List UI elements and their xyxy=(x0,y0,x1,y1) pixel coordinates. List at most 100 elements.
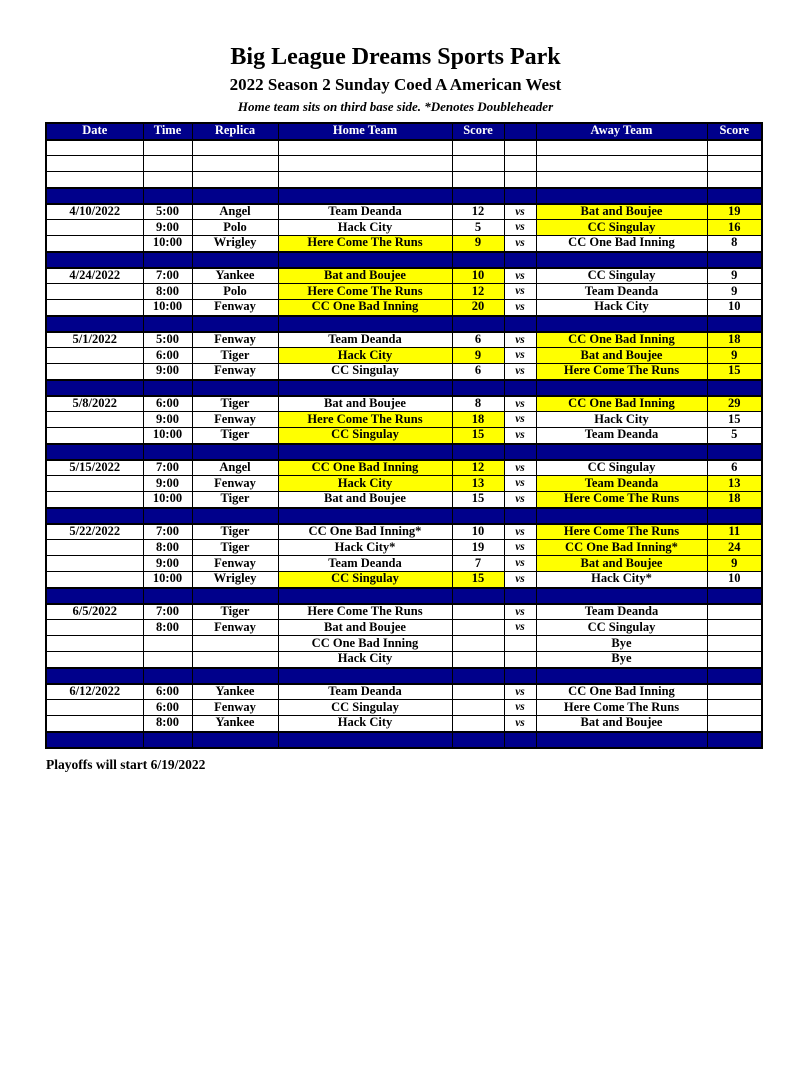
vs-cell: vs xyxy=(503,427,537,445)
separator-cell xyxy=(191,186,279,205)
time-cell: 6:00 xyxy=(142,699,193,717)
game-row: 9:00 Fenway Here Come The Runs 18 vs Hack Cit… xyxy=(45,411,763,429)
separator-cell xyxy=(451,666,505,685)
date-cell xyxy=(45,619,144,637)
date-cell: 4/24/2022 xyxy=(45,267,144,285)
vs-cell: vs xyxy=(503,603,537,621)
time-cell: 10:00 xyxy=(142,299,193,317)
time-cell: 9:00 xyxy=(142,219,193,237)
replica-cell: Fenway xyxy=(191,619,279,637)
replica-cell xyxy=(191,635,279,653)
home-score-cell: 8 xyxy=(451,395,505,413)
separator-cell xyxy=(142,666,193,685)
home-score-cell: 12 xyxy=(451,203,505,221)
schedule-table: Date Time Replica Home Team Score Away T… xyxy=(45,121,763,749)
separator-cell xyxy=(535,730,708,749)
separator-cell xyxy=(535,586,708,605)
blank-cell xyxy=(191,155,279,173)
col-header-date: Date xyxy=(45,122,144,141)
separator-row xyxy=(45,586,763,605)
vs-cell: vs xyxy=(503,219,537,237)
vs-cell: vs xyxy=(503,411,537,429)
replica-cell: Tiger xyxy=(191,395,279,413)
vs-cell: vs xyxy=(503,491,537,509)
replica-cell: Tiger xyxy=(191,491,279,509)
home-team-cell: CC One Bad Inning xyxy=(277,299,453,317)
blank-cell xyxy=(503,139,537,157)
home-score-cell: 10 xyxy=(451,267,505,285)
col-header-away-score: Score xyxy=(706,122,763,141)
away-score-cell xyxy=(706,683,763,701)
home-score-cell: 10 xyxy=(451,523,505,541)
away-team-cell: Team Deanda xyxy=(535,427,708,445)
separator-cell xyxy=(503,506,537,525)
separator-cell xyxy=(503,442,537,461)
away-team-cell: CC One Bad Inning xyxy=(535,331,708,349)
blank-cell xyxy=(535,155,708,173)
game-row: CC One Bad Inning Bye xyxy=(45,635,763,653)
separator-cell xyxy=(451,586,505,605)
time-cell: 10:00 xyxy=(142,491,193,509)
separator-cell xyxy=(535,378,708,397)
away-team-cell: Team Deanda xyxy=(535,603,708,621)
home-team-cell: CC Singulay xyxy=(277,363,453,381)
away-score-cell: 29 xyxy=(706,395,763,413)
home-score-cell: 18 xyxy=(451,411,505,429)
away-score-cell: 15 xyxy=(706,411,763,429)
home-team-cell: Team Deanda xyxy=(277,203,453,221)
date-cell xyxy=(45,475,144,493)
separator-cell xyxy=(191,378,279,397)
separator-cell xyxy=(277,506,453,525)
separator-cell xyxy=(451,314,505,333)
blank-cell xyxy=(142,155,193,173)
separator-cell xyxy=(277,250,453,269)
replica-cell: Tiger xyxy=(191,523,279,541)
col-header-replica: Replica xyxy=(191,122,279,141)
date-cell xyxy=(45,299,144,317)
vs-cell xyxy=(503,651,537,669)
time-cell: 5:00 xyxy=(142,203,193,221)
away-team-cell: CC One Bad Inning xyxy=(535,683,708,701)
home-team-cell: Here Come The Runs xyxy=(277,283,453,301)
home-score-cell xyxy=(451,715,505,733)
replica-cell: Wrigley xyxy=(191,235,279,253)
vs-cell: vs xyxy=(503,347,537,365)
home-team-cell: Hack City xyxy=(277,715,453,733)
away-score-cell xyxy=(706,619,763,637)
date-cell xyxy=(45,651,144,669)
replica-cell xyxy=(191,651,279,669)
home-score-cell: 12 xyxy=(451,459,505,477)
vs-cell: vs xyxy=(503,555,537,573)
col-header-home-score: Score xyxy=(451,122,505,141)
game-row: 5/22/2022 7:00 Tiger CC One Bad Inning* 10 vs… xyxy=(45,523,763,541)
separator-cell xyxy=(191,442,279,461)
replica-cell: Angel xyxy=(191,203,279,221)
schedule-body: 4/10/2022 5:00 Angel Team Deanda 12 vs Bat and… xyxy=(45,139,763,749)
separator-cell xyxy=(451,250,505,269)
game-row: 9:00 Fenway CC Singulay 6 vs Here Come The Ru… xyxy=(45,363,763,381)
replica-cell: Tiger xyxy=(191,427,279,445)
away-score-cell xyxy=(706,603,763,621)
replica-cell: Fenway xyxy=(191,363,279,381)
blank-cell xyxy=(503,171,537,189)
blank-cell xyxy=(451,171,505,189)
away-score-cell: 24 xyxy=(706,539,763,557)
date-cell xyxy=(45,699,144,717)
game-row: 4/10/2022 5:00 Angel Team Deanda 12 vs Bat and… xyxy=(45,203,763,221)
date-cell xyxy=(45,411,144,429)
separator-cell xyxy=(451,378,505,397)
home-team-cell: Here Come The Runs xyxy=(277,411,453,429)
home-team-cell: CC Singulay xyxy=(277,571,453,589)
home-score-cell: 15 xyxy=(451,491,505,509)
time-cell xyxy=(142,651,193,669)
away-team-cell: Bat and Boujee xyxy=(535,203,708,221)
separator-cell xyxy=(535,666,708,685)
home-score-cell: 6 xyxy=(451,363,505,381)
vs-cell: vs xyxy=(503,283,537,301)
separator-cell xyxy=(191,666,279,685)
away-team-cell: Here Come The Runs xyxy=(535,363,708,381)
separator-cell xyxy=(706,378,763,397)
vs-cell: vs xyxy=(503,331,537,349)
date-cell xyxy=(45,555,144,573)
away-team-cell: CC One Bad Inning xyxy=(535,395,708,413)
